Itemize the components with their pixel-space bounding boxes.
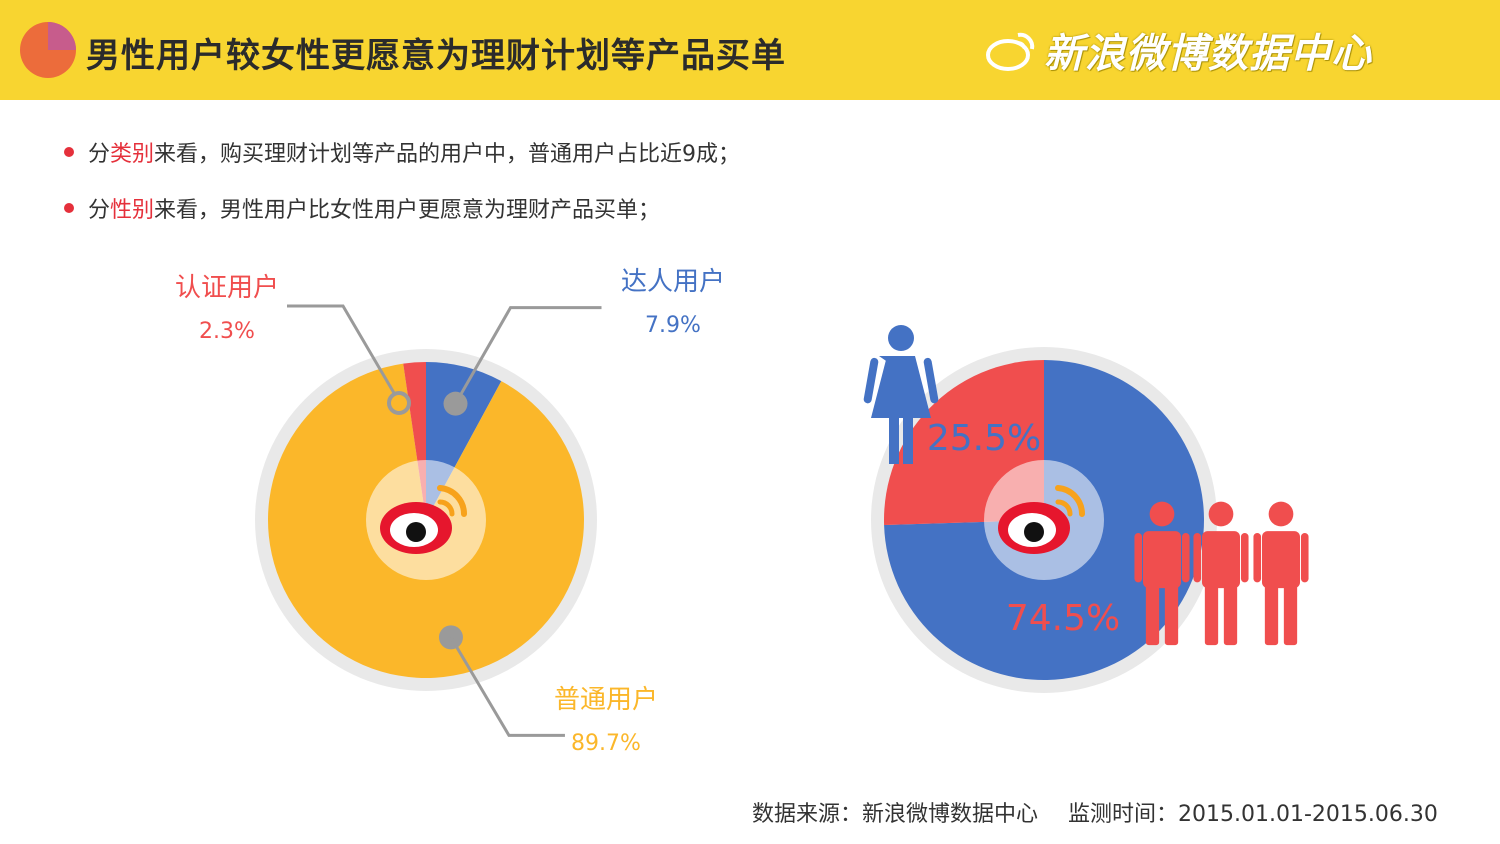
monitor-period: 监测时间：2015.01.01-2015.06.30 xyxy=(1068,802,1438,827)
category-label: 达人用户 xyxy=(621,267,725,297)
male-user-icon xyxy=(1253,501,1309,646)
bullet-item: 分性别 来看，男性用户比女性用户更愿意为理财产品买单； xyxy=(64,180,740,236)
male-user-icon xyxy=(1193,501,1249,646)
value-label: 2.3% xyxy=(199,319,255,344)
value-label: 89.7% xyxy=(571,731,641,756)
weibo-logo-icon xyxy=(984,460,1104,580)
footer: 数据来源：新浪微博数据中心 监测时间：2015.01.01-2015.06.30 xyxy=(752,796,1438,828)
value-label: 25.5% xyxy=(927,418,1041,459)
female-user-icon xyxy=(863,325,939,464)
leader-dot xyxy=(387,391,411,415)
bullet-item: 分类别 来看，购买理财计划等产品的用户中，普通用户占比近9成； xyxy=(64,124,740,180)
header-bar: 男性用户较女性更愿意为理财计划等产品买单 新浪微博数据中心 xyxy=(0,0,1500,100)
value-label: 74.5% xyxy=(1006,598,1120,639)
male-user-icon xyxy=(1134,501,1190,646)
pie-chart-icon xyxy=(20,22,76,78)
leader-line xyxy=(449,636,565,737)
bullet-prefix: 分 xyxy=(88,198,111,223)
charts-area: 达人用户 7.9% 认证用户 2.3% 普通用户 89.7% 25.5% 74.5% xyxy=(175,267,1309,756)
category-label: 普通用户 xyxy=(554,685,658,715)
bullet-text: 来看，男性用户比女性用户更愿意为理财产品买单； xyxy=(154,198,661,223)
weibo-logo-icon xyxy=(986,32,1035,71)
bullet-dot xyxy=(64,147,74,157)
brand-name: 新浪微博数据中心 xyxy=(1044,31,1372,77)
bullet-text: 来看，购买理财计划等产品的用户中，普通用户占比近9成； xyxy=(154,142,741,167)
page-title: 男性用户较女性更愿意为理财计划等产品买单 xyxy=(86,36,786,76)
weibo-logo-icon xyxy=(366,460,486,580)
data-source: 数据来源：新浪微博数据中心 xyxy=(752,802,1039,827)
leader-line xyxy=(454,306,602,405)
leader-line xyxy=(287,304,396,394)
category-label: 认证用户 xyxy=(175,273,279,303)
bullet-dot xyxy=(64,203,74,213)
bullet-highlight: 类别 xyxy=(110,142,155,167)
bullet-prefix: 分 xyxy=(88,142,111,167)
bullet-highlight: 性别 xyxy=(110,198,155,223)
brand: 新浪微博数据中心 xyxy=(984,24,1372,77)
bullet-list: 分类别 来看，购买理财计划等产品的用户中，普通用户占比近9成； 分性别 来看，男性用… xyxy=(64,124,740,236)
value-label: 7.9% xyxy=(645,313,701,338)
